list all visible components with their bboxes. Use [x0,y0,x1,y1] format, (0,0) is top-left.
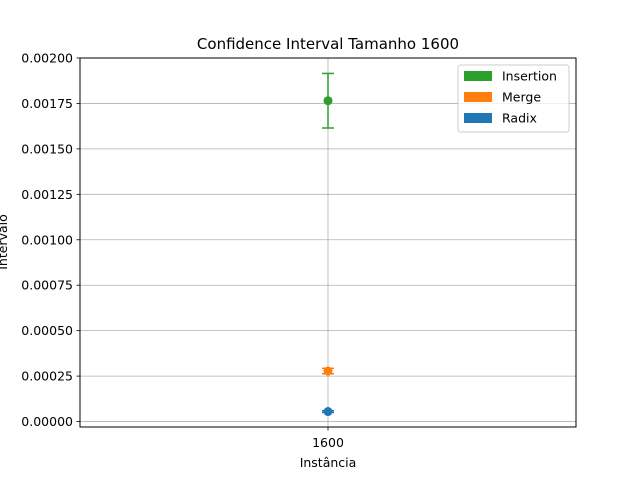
legend-swatch-radix [464,113,492,123]
y-tick-label: 0.00175 [21,96,73,111]
legend-label-insertion: Insertion [502,69,557,84]
legend-label-radix: Radix [502,111,537,126]
series-layer [322,72,334,417]
y-axis-label: Intervalo [0,214,10,270]
x-axis-ticks: 1600 [312,427,344,450]
insertion-mean-point [323,96,333,106]
radix-mean-point [323,407,333,417]
x-axis-label: Instância [300,455,357,470]
y-tick-label: 0.00050 [21,323,73,338]
y-tick-label: 0.00100 [21,232,73,247]
y-tick-label: 0.00125 [21,187,73,202]
x-tick-label: 1600 [312,435,344,450]
y-tick-label: 0.00150 [21,141,73,156]
legend-label-merge: Merge [502,90,541,105]
y-tick-label: 0.00000 [21,414,73,429]
legend-swatch-merge [464,92,492,102]
y-tick-label: 0.00075 [21,278,73,293]
y-tick-label: 0.00025 [21,369,73,384]
y-tick-label: 0.00200 [21,51,73,66]
legend-swatch-insertion [464,71,492,81]
legend: Insertion Merge Radix [457,64,570,133]
y-axis-ticks: 0.00000 0.00025 0.00050 0.00075 0.00100 0.001… [21,51,80,429]
plot-area-frame [79,57,577,428]
chart-title: Confidence Interval Tamanho 1600 [197,35,459,53]
merge-mean-point [323,366,333,376]
